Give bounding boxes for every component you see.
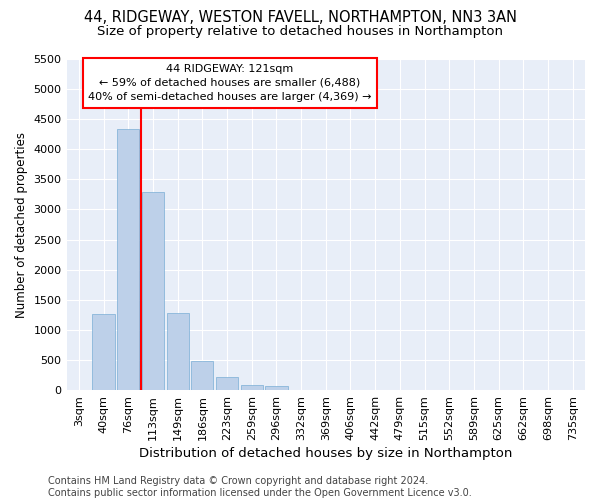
Y-axis label: Number of detached properties: Number of detached properties <box>15 132 28 318</box>
Bar <box>241 384 263 390</box>
Bar <box>167 313 189 390</box>
Text: 44 RIDGEWAY: 121sqm
← 59% of detached houses are smaller (6,488)
40% of semi-det: 44 RIDGEWAY: 121sqm ← 59% of detached ho… <box>88 64 371 102</box>
Bar <box>142 192 164 390</box>
Bar <box>191 360 214 390</box>
X-axis label: Distribution of detached houses by size in Northampton: Distribution of detached houses by size … <box>139 447 512 460</box>
Bar <box>92 314 115 390</box>
Bar <box>265 386 287 390</box>
Text: Size of property relative to detached houses in Northampton: Size of property relative to detached ho… <box>97 25 503 38</box>
Text: 44, RIDGEWAY, WESTON FAVELL, NORTHAMPTON, NN3 3AN: 44, RIDGEWAY, WESTON FAVELL, NORTHAMPTON… <box>83 10 517 25</box>
Bar <box>117 130 139 390</box>
Text: Contains HM Land Registry data © Crown copyright and database right 2024.
Contai: Contains HM Land Registry data © Crown c… <box>48 476 472 498</box>
Bar <box>216 378 238 390</box>
